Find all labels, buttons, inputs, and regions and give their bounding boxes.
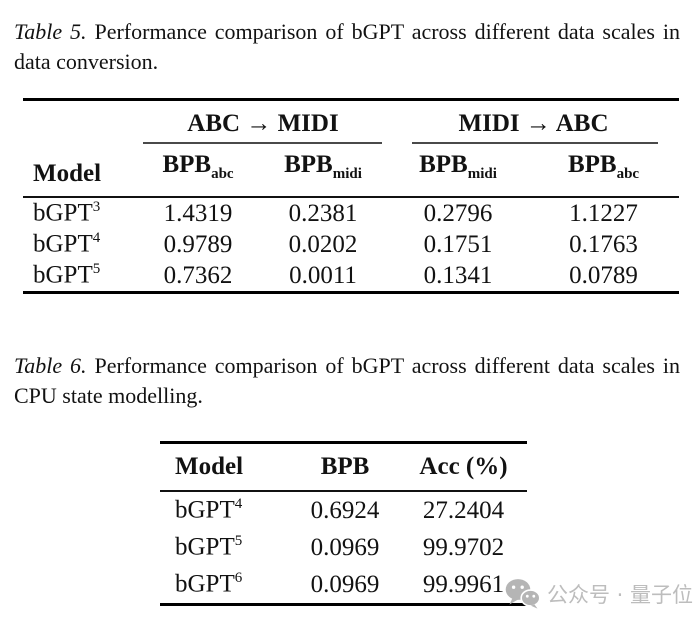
model-name-cell: bGPT4 (160, 491, 290, 529)
value-cell: 0.0011 (289, 261, 357, 289)
table-row: bGPT3 1.4319 0.2381 0.2796 1.1227 (23, 197, 679, 229)
value-cell: 27.2404 (422, 496, 505, 524)
header-base: BPB (284, 151, 333, 178)
table5-caption-text: Performance comparison of bGPT across di… (14, 19, 681, 74)
cmidrule-right (412, 142, 659, 144)
table5-header-model: Model (23, 144, 138, 198)
model-superscript: 4 (92, 230, 101, 247)
value-cell: 0.1341 (423, 261, 493, 289)
value-cell: 0.6924 (310, 496, 380, 524)
value-cell: 0.0969 (310, 533, 380, 561)
table5-caption: Table 5. Performance comparison of bGPT … (14, 0, 680, 77)
model-name-cell: bGPT5 (23, 260, 138, 293)
table5-corner-cell (23, 100, 138, 145)
table5-header-bpb-midi-2: BPBmidi (388, 144, 528, 198)
value-cell: 0.1751 (423, 230, 493, 258)
table6: Model BPB Acc (%) bGPT4 0.6924 27.2404 b… (160, 441, 527, 606)
value-cell: 0.2796 (423, 199, 493, 227)
model-superscript: 5 (92, 261, 101, 278)
value-cell: 99.9702 (422, 533, 505, 561)
watermark-text: 公众号 · 量子位 (547, 582, 694, 607)
model-superscript: 6 (234, 570, 243, 587)
table5-header-bpb-midi-1: BPBmidi (258, 144, 388, 198)
group-label-abc-to-midi: ABC → MIDI (187, 110, 339, 137)
table6-caption-text: Performance comparison of bGPT across di… (14, 353, 681, 408)
table6-header-row: Model BPB Acc (%) (160, 442, 527, 492)
header-subscript: midi (467, 166, 497, 182)
value-cell: 0.0969 (310, 570, 380, 598)
model-name-cell: bGPT6 (160, 566, 290, 605)
table5: ABC → MIDI MIDI → ABC Model BPBabc BPBmi… (23, 98, 680, 294)
table5-group-midi-to-abc: MIDI → ABC (388, 100, 679, 144)
table-row: bGPT5 0.7362 0.0011 0.1341 0.0789 (23, 260, 679, 293)
model-superscript: 5 (234, 533, 243, 550)
table5-caption-label: Table 5. (14, 19, 87, 44)
table6-header-model: Model (160, 442, 290, 492)
value-cell: 1.1227 (569, 199, 638, 227)
table6-header-acc: Acc (%) (400, 442, 527, 492)
value-cell: 0.1763 (569, 230, 638, 258)
wechat-icon (505, 579, 540, 609)
table6-caption: Table 6. Performance comparison of bGPT … (14, 351, 680, 411)
header-subscript: abc (211, 166, 234, 182)
model-base: bGPT (33, 199, 93, 227)
table-row: bGPT4 0.9789 0.0202 0.1751 0.1763 (23, 229, 679, 260)
model-name-cell: bGPT4 (23, 229, 138, 260)
table6-caption-label: Table 6. (14, 353, 87, 378)
header-base: BPB (419, 151, 468, 178)
cmidrule-left (143, 142, 382, 144)
value-cell: 1.4319 (163, 199, 233, 227)
watermark: 公众号 · 量子位 (505, 578, 693, 609)
table5-column-header-row: Model BPBabc BPBmidi BPBmidi BPBabc (23, 144, 680, 198)
value-cell: 0.7362 (163, 261, 233, 289)
table-row: bGPT6 0.0969 99.9961 (160, 566, 527, 605)
model-base: bGPT (33, 261, 93, 289)
header-base: BPB (567, 151, 617, 178)
header-subscript: abc (616, 166, 640, 182)
table5-group-header-row: ABC → MIDI MIDI → ABC (23, 100, 679, 145)
value-cell: 0.9789 (163, 230, 233, 258)
table6-header-bpb: BPB (290, 442, 400, 492)
model-superscript: 3 (92, 199, 101, 216)
header-subscript: midi (332, 166, 362, 182)
table5-header-bpb-abc-2: BPBabc (528, 144, 680, 198)
model-base: bGPT (175, 533, 235, 561)
model-base: bGPT (175, 570, 235, 598)
value-cell: 0.0202 (288, 230, 358, 258)
value-cell: 0.2381 (288, 199, 358, 227)
model-name-cell: bGPT5 (160, 529, 290, 566)
table5-header-bpb-abc-1: BPBabc (138, 144, 258, 198)
group-label-midi-to-abc: MIDI → ABC (458, 110, 609, 137)
table5-group-abc-to-midi: ABC → MIDI (138, 100, 388, 144)
table-row: bGPT4 0.6924 27.2404 (160, 491, 527, 529)
model-superscript: 4 (234, 496, 243, 513)
table-row: bGPT5 0.0969 99.9702 (160, 529, 527, 566)
model-base: bGPT (175, 496, 235, 524)
header-base: BPB (162, 151, 212, 178)
model-name-cell: bGPT3 (23, 197, 138, 229)
value-cell: 99.9961 (422, 570, 505, 598)
value-cell: 0.0789 (569, 261, 638, 289)
model-base: bGPT (33, 230, 93, 258)
